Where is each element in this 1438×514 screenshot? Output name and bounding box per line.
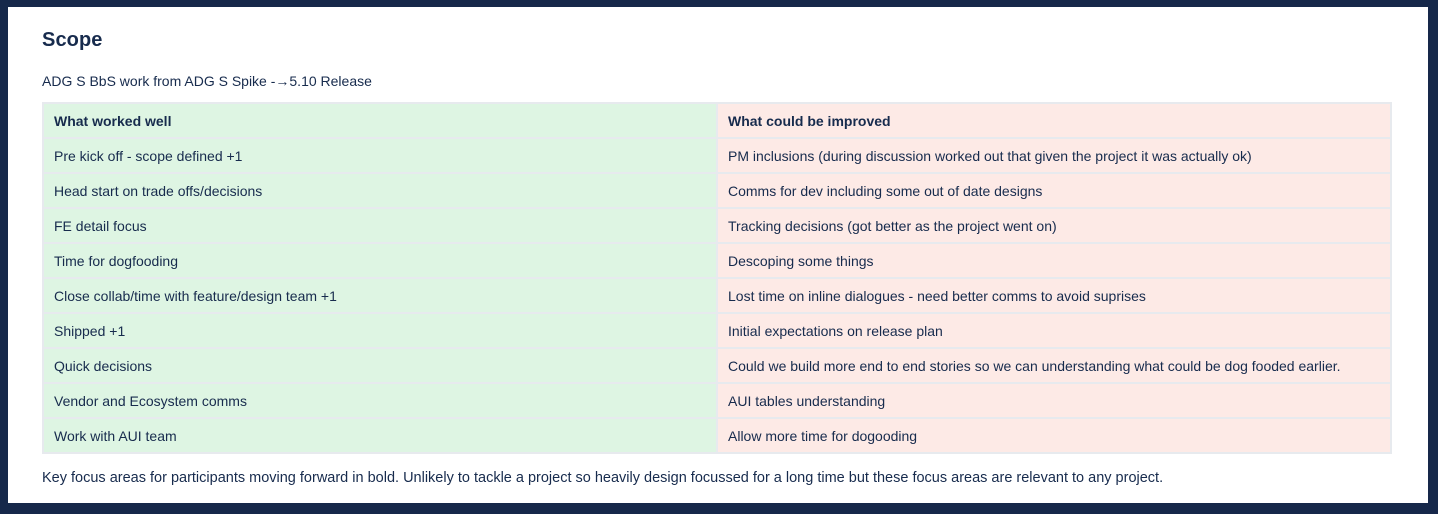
table-body: Pre kick off - scope defined +1 PM inclu… — [42, 137, 1392, 454]
what-could-be-improved-cell: Initial expectations on release plan — [716, 312, 1392, 349]
what-could-be-improved-cell: Could we build more end to end stories s… — [716, 347, 1392, 384]
page-title: Scope — [42, 29, 103, 51]
what-worked-well-cell: FE detail focus — [42, 207, 718, 244]
what-could-be-improved-cell: Descoping some things — [716, 242, 1392, 279]
footnote: Key focus areas for participants moving … — [42, 470, 1164, 486]
what-could-be-improved-cell: AUI tables understanding — [716, 382, 1392, 419]
column-header-what-could-be-improved: What could be improved — [716, 102, 1392, 139]
what-could-be-improved-cell: Tracking decisions (got better as the pr… — [716, 207, 1392, 244]
table-row: Vendor and Ecosystem comms AUI tables un… — [42, 382, 1392, 419]
what-could-be-improved-cell: PM inclusions (during discussion worked … — [716, 137, 1392, 174]
table-row: Time for dogfooding Descoping some thing… — [42, 242, 1392, 279]
table-row: Close collab/time with feature/design te… — [42, 277, 1392, 314]
what-worked-well-cell: Shipped +1 — [42, 312, 718, 349]
document-page: Scope ADG S BbS work from ADG S Spike -→… — [8, 7, 1428, 503]
table-row: Pre kick off - scope defined +1 PM inclu… — [42, 137, 1392, 174]
table-header-row: What worked well What could be improved — [42, 102, 1392, 139]
table-row: Shipped +1 Initial expectations on relea… — [42, 312, 1392, 349]
what-worked-well-cell: Time for dogfooding — [42, 242, 718, 279]
retro-table: What worked well What could be improved … — [42, 102, 1392, 454]
what-could-be-improved-cell: Allow more time for dogooding — [716, 417, 1392, 454]
table-row: Head start on trade offs/decisions Comms… — [42, 172, 1392, 209]
table-row: Quick decisions Could we build more end … — [42, 347, 1392, 384]
what-worked-well-cell: Close collab/time with feature/design te… — [42, 277, 718, 314]
what-worked-well-cell: Pre kick off - scope defined +1 — [42, 137, 718, 174]
what-worked-well-cell: Work with AUI team — [42, 417, 718, 454]
what-worked-well-cell: Quick decisions — [42, 347, 718, 384]
page-subtitle: ADG S BbS work from ADG S Spike -→5.10 R… — [42, 73, 372, 89]
column-header-what-worked-well: What worked well — [42, 102, 718, 139]
table-row: Work with AUI team Allow more time for d… — [42, 417, 1392, 454]
what-worked-well-cell: Vendor and Ecosystem comms — [42, 382, 718, 419]
what-could-be-improved-cell: Lost time on inline dialogues - need bet… — [716, 277, 1392, 314]
what-could-be-improved-cell: Comms for dev including some out of date… — [716, 172, 1392, 209]
table-row: FE detail focus Tracking decisions (got … — [42, 207, 1392, 244]
what-worked-well-cell: Head start on trade offs/decisions — [42, 172, 718, 209]
